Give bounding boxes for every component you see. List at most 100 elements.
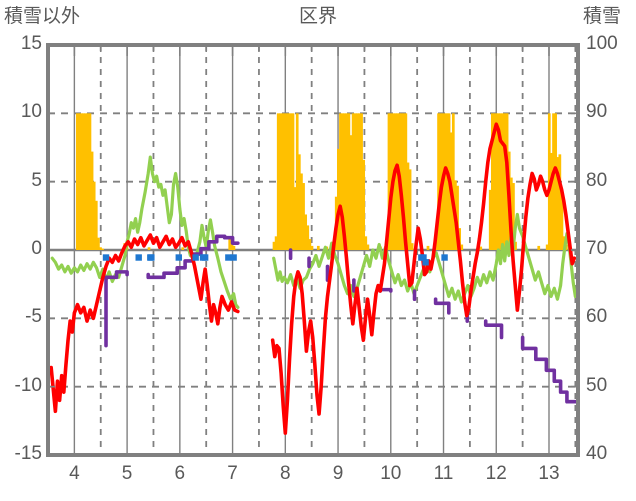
- bar: [281, 113, 284, 250]
- bar: [349, 135, 353, 250]
- x-axis-tick-label: 4: [69, 463, 80, 484]
- x-axis-tick-label: 13: [538, 463, 560, 484]
- x-axis-tick-label: 9: [332, 463, 344, 484]
- bar: [293, 187, 297, 250]
- bar: [355, 113, 359, 250]
- bar: [232, 245, 236, 250]
- blue-marker: [441, 254, 448, 261]
- y-axis-right-tick-label: 50: [586, 374, 608, 396]
- bar: [86, 113, 90, 250]
- bar: [287, 113, 291, 250]
- bar: [339, 113, 342, 250]
- bar: [560, 192, 564, 250]
- bar: [316, 245, 320, 250]
- bar: [396, 113, 399, 250]
- blue-marker: [135, 254, 142, 261]
- bar: [362, 159, 366, 250]
- bar: [147, 247, 151, 250]
- x-axis-tick-label: 7: [227, 463, 238, 484]
- bar: [512, 183, 515, 250]
- bar: [408, 169, 412, 250]
- bar: [451, 113, 455, 250]
- blue-marker: [175, 254, 182, 261]
- x-axis-tick-label: 12: [485, 463, 507, 484]
- bar: [460, 244, 464, 250]
- bar: [402, 113, 406, 250]
- bar: [426, 245, 430, 250]
- x-axis-tick-label: 5: [121, 463, 133, 484]
- y-axis-right-tick-label: 80: [586, 169, 608, 191]
- bar: [497, 113, 501, 250]
- bar: [285, 113, 289, 250]
- bar: [274, 236, 278, 250]
- x-axis-tick-label: 8: [280, 463, 291, 484]
- bar: [351, 113, 355, 250]
- bar: [75, 113, 79, 250]
- purple-series-step: [483, 319, 504, 340]
- bar: [101, 248, 104, 250]
- blue-marker: [225, 254, 232, 261]
- bar: [345, 113, 349, 250]
- blue-marker: [422, 259, 429, 266]
- bar: [366, 244, 370, 250]
- bar: [358, 113, 361, 250]
- left-axis-title: 積雪以外: [4, 6, 81, 27]
- bar: [297, 154, 301, 250]
- y-axis-left-tick-label: 15: [20, 33, 42, 54]
- bar: [341, 113, 344, 250]
- y-axis-right-tick-label: 100: [586, 33, 618, 54]
- bar: [97, 237, 100, 250]
- blue-marker: [230, 254, 237, 261]
- bar: [230, 243, 234, 250]
- purple-series-step: [433, 297, 451, 315]
- y-axis-right-tick-label: 60: [586, 306, 608, 328]
- bar: [443, 113, 447, 250]
- bar: [291, 113, 295, 250]
- bar: [410, 243, 414, 250]
- bar: [353, 113, 357, 250]
- bar: [94, 200, 98, 250]
- y-axis-left-tick-label: -10: [14, 374, 42, 396]
- bar: [289, 113, 293, 250]
- bar: [545, 244, 549, 250]
- bar: [558, 154, 562, 250]
- bar: [495, 113, 498, 250]
- y-axis-right-tick-label: 70: [586, 238, 608, 259]
- purple-series-step: [146, 234, 240, 280]
- bar: [272, 241, 276, 250]
- bar: [88, 113, 92, 250]
- y-axis-left-tick-label: -5: [25, 306, 42, 328]
- bar: [302, 183, 305, 250]
- bar: [278, 113, 282, 250]
- bar: [488, 189, 492, 250]
- y-axis-left-tick-label: 0: [31, 238, 42, 259]
- bar: [514, 241, 517, 250]
- x-axis-tick-label: 11: [433, 463, 454, 484]
- bar: [276, 113, 280, 250]
- bar: [343, 113, 347, 250]
- red-series: [49, 233, 240, 414]
- bar: [479, 246, 483, 250]
- bar: [456, 185, 459, 250]
- bar: [92, 181, 96, 250]
- bar: [493, 113, 496, 250]
- chart-title: 区界: [298, 6, 337, 27]
- bar: [84, 113, 88, 250]
- bar: [501, 113, 505, 250]
- bar: [82, 113, 85, 250]
- bar: [490, 113, 494, 250]
- bar: [503, 113, 507, 250]
- bar: [556, 157, 560, 250]
- bar: [364, 236, 368, 250]
- blue-marker: [102, 254, 110, 261]
- purple-series-step: [520, 335, 578, 404]
- bar: [387, 113, 391, 250]
- bar: [347, 113, 351, 250]
- bar: [552, 113, 555, 250]
- bar: [308, 239, 312, 250]
- bar: [300, 173, 303, 250]
- blue-marker: [420, 254, 427, 261]
- bar: [295, 113, 299, 250]
- bar: [306, 225, 310, 250]
